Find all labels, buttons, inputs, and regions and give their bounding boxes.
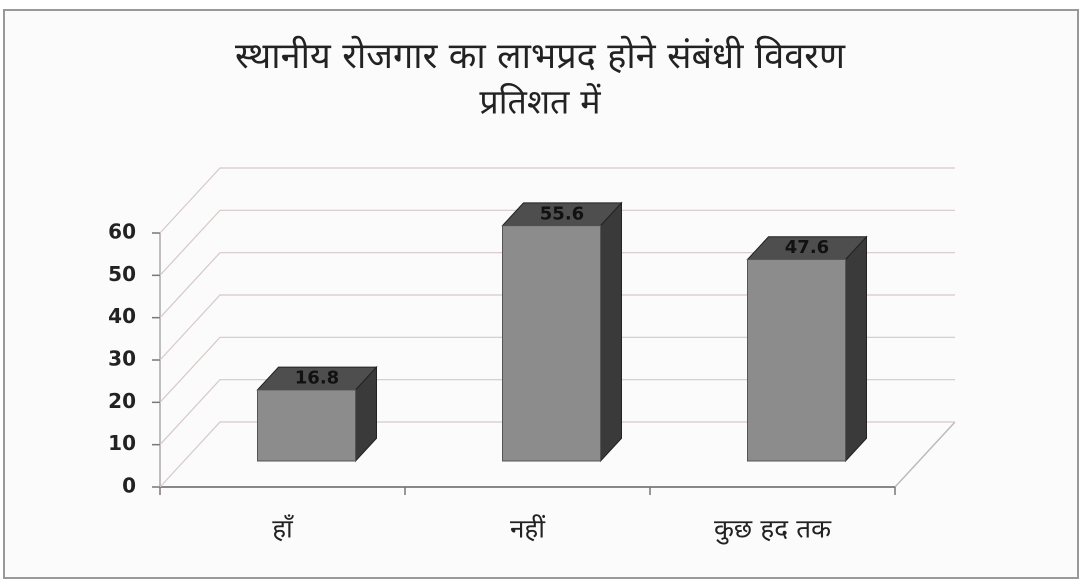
y-tick-label: 30	[108, 347, 136, 371]
y-tick-label: 60	[108, 220, 136, 244]
grid-line	[159, 421, 955, 488]
y-tick-label: 20	[108, 389, 136, 413]
y-tick-label: 0	[122, 474, 136, 498]
chart-subtitle: प्रतिशत में	[479, 83, 601, 123]
x-tick-label: हाँ	[272, 514, 295, 545]
grid-line	[159, 336, 955, 403]
value-label: 16.8	[295, 368, 339, 389]
bar-side	[845, 235, 867, 463]
bar-side	[600, 201, 622, 463]
chart-title: स्थानीय रोजगार का लाभप्रद होने संबंधी वि…	[235, 35, 846, 77]
y-tick-label: 40	[108, 304, 136, 328]
bar	[257, 389, 356, 462]
grid-line	[159, 379, 955, 446]
y-tick-label: 50	[108, 262, 136, 286]
bar	[502, 225, 601, 462]
bar	[747, 258, 846, 462]
grid-line	[159, 252, 955, 319]
x-tick-label: नहीं	[510, 514, 546, 545]
y-tick-label: 10	[108, 431, 136, 455]
x-tick-label: कुछ हद तक	[714, 515, 832, 545]
value-label: 55.6	[540, 203, 584, 224]
grid-line	[159, 167, 955, 234]
grid-line	[159, 294, 955, 361]
grid-line	[159, 209, 955, 276]
value-label: 47.6	[785, 237, 829, 258]
